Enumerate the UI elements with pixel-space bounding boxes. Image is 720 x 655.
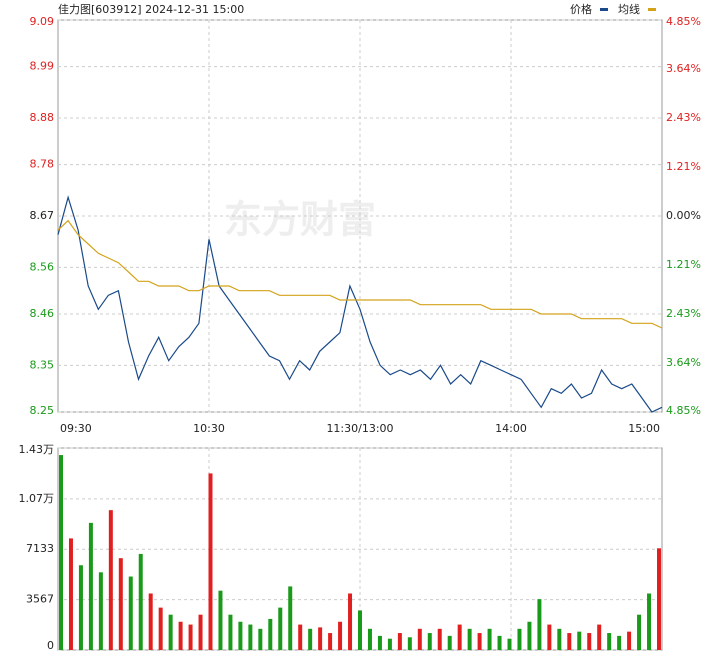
volume-bar xyxy=(567,633,572,650)
volume-bar xyxy=(487,628,492,650)
y-tick-label: 7133 xyxy=(26,542,54,555)
volume-bar xyxy=(118,558,123,650)
price-line xyxy=(57,219,663,329)
y2-tick-label: 0.00% xyxy=(666,209,701,222)
volume-bar xyxy=(258,628,263,650)
volume-bar xyxy=(208,473,213,650)
x-tick-label: 14:00 xyxy=(495,422,527,435)
volume-bar xyxy=(68,538,73,650)
volume-bar xyxy=(278,607,283,650)
y-tick-label: 9.09 xyxy=(30,15,55,28)
volume-bar xyxy=(557,628,562,650)
y-tick-label: 8.56 xyxy=(30,260,55,273)
volume-bar xyxy=(617,635,622,650)
volume-bar xyxy=(59,455,63,650)
volume-bar xyxy=(397,633,402,650)
volume-bar xyxy=(168,614,173,650)
volume-bar xyxy=(248,624,253,650)
volume-bar xyxy=(108,510,113,650)
y2-tick-label: 4.85% xyxy=(666,404,701,417)
volume-bar xyxy=(547,624,552,650)
volume-bar xyxy=(238,621,243,650)
volume-bar xyxy=(268,618,273,650)
volume-bar xyxy=(188,624,193,650)
volume-bar xyxy=(627,631,632,650)
volume-bar xyxy=(427,633,432,650)
volume-bar xyxy=(597,624,602,650)
volume-bar xyxy=(148,593,153,650)
y2-tick-label: 1.21% xyxy=(666,258,701,271)
volume-bar xyxy=(607,633,612,650)
y-tick-label: 8.78 xyxy=(30,158,55,171)
legend-label: 价格 xyxy=(570,2,592,16)
volume-bar xyxy=(308,628,313,650)
y-tick-label: 1.07万 xyxy=(19,492,55,505)
volume-bar xyxy=(387,638,392,650)
y-tick-label: 8.99 xyxy=(30,60,55,73)
volume-bar xyxy=(358,610,362,650)
y-tick-label: 8.46 xyxy=(30,307,55,320)
x-tick-label: 09:30 xyxy=(60,422,92,435)
volume-bar xyxy=(377,635,382,650)
volume-bar xyxy=(647,593,652,650)
watermark: 东方财富 xyxy=(224,198,376,242)
legend-swatch xyxy=(648,8,656,11)
volume-bar xyxy=(88,522,93,650)
y-tick-label: 1.43万 xyxy=(19,443,55,456)
y-tick-label: 8.88 xyxy=(30,111,55,124)
volume-bar xyxy=(138,553,143,650)
volume-bar xyxy=(577,631,582,650)
y2-tick-label: 2.43% xyxy=(666,307,701,320)
x-tick-label: 11:30/13:00 xyxy=(326,422,393,435)
volume-bar xyxy=(497,635,502,650)
x-tick-label: 15:00 xyxy=(628,422,660,435)
volume-bar xyxy=(537,599,542,650)
volume-bar xyxy=(437,628,442,650)
volume-bar xyxy=(198,614,203,650)
y-tick-label: 8.25 xyxy=(30,404,55,417)
y2-tick-label: 1.21% xyxy=(666,160,701,173)
volume-bar xyxy=(298,624,303,650)
y2-tick-label: 4.85% xyxy=(666,15,701,28)
volume-bar xyxy=(128,576,133,650)
volume-bar xyxy=(318,627,323,650)
y2-tick-label: 3.64% xyxy=(666,356,701,369)
volume-bar xyxy=(348,593,353,650)
volume-bar xyxy=(657,548,661,650)
y-tick-label: 0 xyxy=(47,639,54,652)
y-tick-label: 3567 xyxy=(26,593,54,606)
volume-bar xyxy=(467,628,472,650)
volume-bar xyxy=(158,607,163,650)
volume-bar xyxy=(228,614,233,650)
volume-bar xyxy=(447,635,452,650)
volume-bar xyxy=(477,633,482,650)
volume-bar xyxy=(78,565,83,650)
volume-bar xyxy=(527,621,532,650)
volume-bar xyxy=(98,572,103,650)
volume-bar xyxy=(407,637,412,650)
volume-bar xyxy=(288,586,293,650)
price-line xyxy=(57,195,663,413)
y-tick-label: 8.35 xyxy=(30,358,55,371)
chart-title: 佳力图[603912] 2024-12-31 15:00 xyxy=(58,2,244,16)
legend-swatch xyxy=(600,8,608,11)
volume-bar xyxy=(218,590,223,650)
x-tick-label: 10:30 xyxy=(193,422,225,435)
legend-label: 均线 xyxy=(618,2,640,16)
volume-bar xyxy=(587,633,592,650)
volume-bar xyxy=(637,614,642,650)
volume-bar xyxy=(457,624,462,650)
volume-bar xyxy=(417,628,422,650)
volume-bar xyxy=(367,628,372,650)
volume-bar xyxy=(507,638,512,650)
y-tick-label: 8.67 xyxy=(30,209,55,222)
volume-bar xyxy=(517,628,522,650)
volume-bar xyxy=(178,621,183,650)
y2-tick-label: 2.43% xyxy=(666,111,701,124)
volume-bar xyxy=(338,621,343,650)
y2-tick-label: 3.64% xyxy=(666,62,701,75)
volume-bar xyxy=(328,633,333,650)
